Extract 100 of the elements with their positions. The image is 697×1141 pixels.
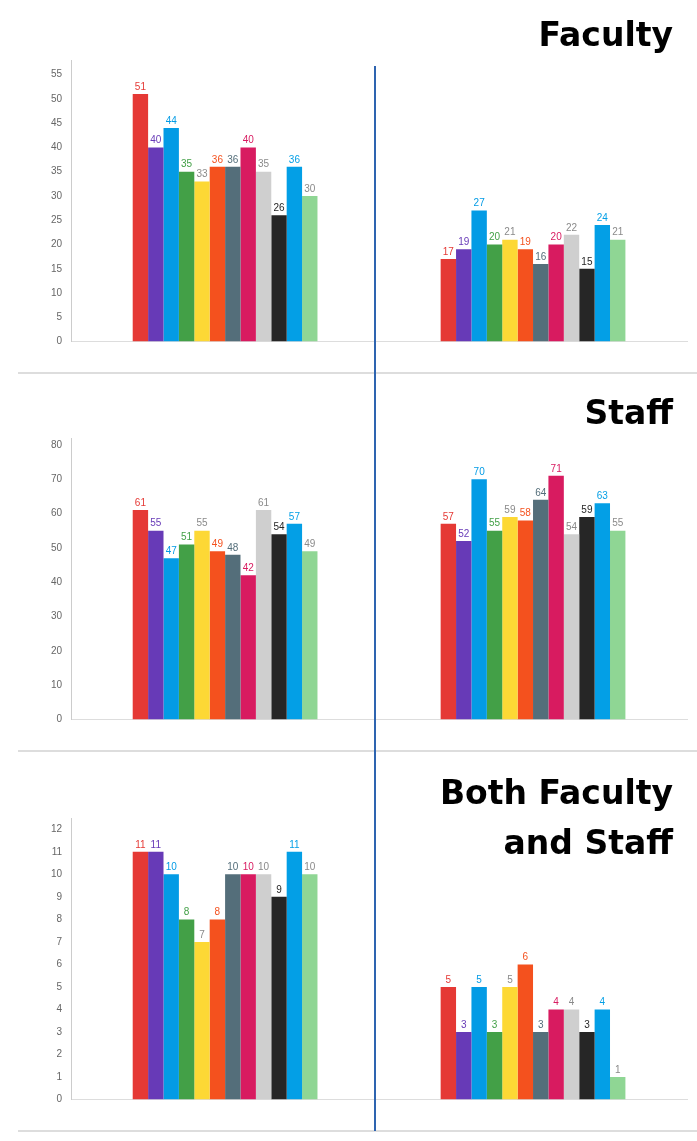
y-tick-label: 8: [56, 913, 63, 925]
bar: [302, 551, 318, 720]
bar: [132, 93, 149, 342]
bar: [225, 874, 241, 1100]
y-tick-label: 5: [56, 980, 63, 992]
data-label: 30: [304, 182, 316, 194]
data-label: 4: [553, 996, 560, 1008]
data-label: 9: [276, 883, 283, 895]
data-label: 61: [258, 496, 270, 508]
data-label: 58: [519, 507, 532, 519]
data-label: 1: [614, 1063, 621, 1075]
y-tick-label: 0: [56, 335, 63, 347]
y-tick-label: 15: [51, 262, 63, 274]
bar: [302, 195, 318, 342]
data-label: 11: [150, 838, 162, 850]
data-label: 44: [165, 114, 178, 126]
bar: [563, 534, 580, 720]
bar: [456, 249, 472, 342]
bar: [209, 919, 226, 1100]
data-label: 51: [134, 80, 147, 92]
data-label: 36: [211, 153, 224, 165]
bar: [502, 239, 518, 342]
bar: [456, 1032, 472, 1100]
data-label: 3: [491, 1018, 498, 1030]
bar: [594, 1009, 611, 1100]
bar: [579, 1032, 595, 1100]
y-tick-label: 11: [51, 845, 63, 857]
bar: [240, 874, 256, 1100]
y-tick-label: 35: [51, 165, 63, 177]
bar: [486, 530, 503, 720]
bar: [486, 244, 503, 342]
data-label: 55: [612, 517, 624, 529]
y-tick-label: 50: [51, 92, 63, 104]
bar: [271, 215, 287, 342]
bar: [548, 475, 564, 720]
data-label: 7: [199, 928, 206, 940]
bar: [194, 181, 210, 342]
data-label: 8: [183, 906, 190, 918]
bar: [178, 919, 195, 1100]
data-label: 40: [150, 134, 162, 146]
data-label: 61: [134, 496, 147, 508]
bar: [240, 575, 256, 720]
data-label: 3: [460, 1018, 467, 1030]
data-label: 57: [442, 510, 455, 522]
data-label: 10: [258, 861, 270, 873]
bar: [286, 166, 303, 342]
bar: [148, 147, 164, 342]
data-label: 55: [196, 517, 208, 529]
bar: [517, 964, 534, 1100]
chart-title: Staff: [583, 392, 673, 434]
data-label: 59: [581, 503, 593, 515]
y-tick-label: 60: [51, 507, 63, 519]
y-tick-label: 2: [56, 1048, 63, 1060]
y-tick-label: 7: [56, 935, 63, 947]
bar: [163, 558, 179, 720]
y-tick-label: 25: [51, 213, 63, 225]
y-tick-label: 6: [56, 958, 63, 970]
data-label: 5: [507, 973, 514, 985]
bar: [610, 239, 626, 342]
data-label: 5: [445, 973, 452, 985]
bar: [563, 234, 580, 342]
bar: [178, 544, 195, 720]
data-label: 26: [273, 202, 285, 214]
data-label: 48: [227, 541, 239, 553]
bar: [456, 541, 472, 720]
data-label: 3: [584, 1018, 591, 1030]
bar: [132, 851, 149, 1100]
y-tick-label: 10: [51, 868, 63, 880]
bar: [502, 986, 518, 1100]
bar: [533, 1032, 549, 1100]
data-label: 4: [599, 996, 606, 1008]
data-label: 55: [150, 517, 162, 529]
data-label: 54: [273, 520, 285, 532]
data-label: 16: [535, 250, 547, 262]
data-label: 70: [473, 465, 486, 477]
data-label: 22: [565, 221, 578, 233]
bar: [440, 259, 457, 342]
bar: [178, 171, 195, 342]
data-label: 57: [288, 510, 301, 522]
y-tick-label: 0: [56, 713, 63, 725]
bar: [209, 551, 226, 720]
bar: [610, 1077, 626, 1100]
data-label: 19: [458, 236, 470, 248]
y-tick-label: 20: [51, 644, 63, 656]
data-label: 10: [304, 861, 316, 873]
bar: [548, 244, 564, 342]
y-tick-label: 4: [56, 1003, 63, 1015]
bar: [240, 147, 256, 342]
data-label: 17: [442, 245, 455, 257]
data-label: 15: [581, 255, 593, 267]
chart-title: Both Faculty and Staff: [438, 772, 673, 864]
data-label: 10: [242, 861, 255, 873]
bar: [148, 530, 164, 720]
data-label: 49: [304, 538, 316, 550]
bar: [579, 516, 595, 720]
y-tick-label: 70: [51, 472, 63, 484]
data-label: 36: [227, 153, 239, 165]
bar: [286, 851, 303, 1100]
chart-title: Faculty: [537, 14, 673, 56]
y-tick-label: 50: [51, 541, 63, 553]
